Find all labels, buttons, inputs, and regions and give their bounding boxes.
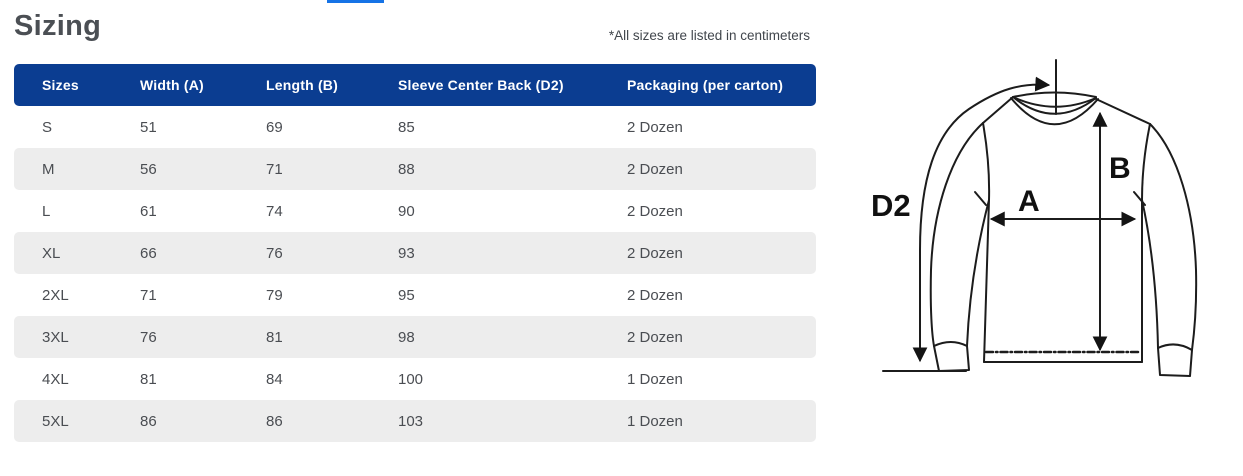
garment-measurement-diagram: D2 A B (871, 59, 1198, 377)
cell-packaging: 2 Dozen (627, 244, 683, 262)
cell-packaging: 2 Dozen (627, 202, 683, 220)
table-row: 2XL 71 79 95 2 Dozen (14, 274, 816, 316)
table-row: L 61 74 90 2 Dozen (14, 190, 816, 232)
d2-measurement-arrow (882, 76, 1051, 372)
shirt-outline (929, 91, 1198, 377)
cell-sleeve: 90 (398, 202, 415, 220)
cell-sleeve: 100 (398, 370, 424, 388)
cell-sleeve: 93 (398, 244, 415, 262)
cell-packaging: 2 Dozen (627, 118, 683, 136)
table-row: 3XL 76 81 98 2 Dozen (14, 316, 816, 358)
column-header-sleeve: Sleeve Center Back (D2) (398, 77, 564, 93)
cell-width: 61 (140, 202, 157, 220)
cell-size: 3XL (42, 328, 69, 346)
a-measurement-arrow (974, 191, 1146, 227)
column-header-length: Length (B) (266, 77, 338, 93)
cell-length: 79 (266, 286, 283, 304)
table-row: M 56 71 88 2 Dozen (14, 148, 816, 190)
cell-length: 86 (266, 412, 283, 430)
cell-length: 76 (266, 244, 283, 262)
cell-length: 69 (266, 118, 283, 136)
table-row: S 51 69 85 2 Dozen (14, 106, 816, 148)
cell-packaging: 2 Dozen (627, 328, 683, 346)
units-note: *All sizes are listed in centimeters (608, 28, 810, 43)
cell-sleeve: 103 (398, 412, 424, 430)
cell-width: 86 (140, 412, 157, 430)
cell-size: S (42, 118, 53, 136)
cell-size: 2XL (42, 286, 69, 304)
cell-width: 71 (140, 286, 157, 304)
cell-size: XL (42, 244, 61, 262)
cell-length: 84 (266, 370, 283, 388)
column-header-width: Width (A) (140, 77, 204, 93)
cell-packaging: 2 Dozen (627, 160, 683, 178)
cell-size: 5XL (42, 412, 69, 430)
cell-width: 51 (140, 118, 157, 136)
table-body: S 51 69 85 2 Dozen M 56 71 88 2 Dozen L … (14, 106, 816, 442)
cell-sleeve: 95 (398, 286, 415, 304)
cell-width: 81 (140, 370, 157, 388)
column-header-sizes: Sizes (42, 77, 79, 93)
cell-width: 56 (140, 160, 157, 178)
cell-width: 66 (140, 244, 157, 262)
table-header-row: Sizes Width (A) Length (B) Sleeve Center… (14, 64, 816, 106)
tab-indicator[interactable] (327, 0, 384, 3)
cell-length: 81 (266, 328, 283, 346)
cell-packaging: 1 Dozen (627, 412, 683, 430)
table-row: 4XL 81 84 100 1 Dozen (14, 358, 816, 400)
cell-size: L (42, 202, 51, 220)
cell-packaging: 2 Dozen (627, 286, 683, 304)
cell-packaging: 1 Dozen (627, 370, 683, 388)
cell-sleeve: 85 (398, 118, 415, 136)
cell-size: 4XL (42, 370, 69, 388)
d2-label: D2 (871, 188, 911, 223)
sizing-table: Sizes Width (A) Length (B) Sleeve Center… (14, 64, 816, 442)
cell-size: M (42, 160, 55, 178)
cell-sleeve: 88 (398, 160, 415, 178)
cell-width: 76 (140, 328, 157, 346)
cell-length: 71 (266, 160, 283, 178)
a-label: A (1018, 185, 1040, 218)
table-row: XL 66 76 93 2 Dozen (14, 232, 816, 274)
column-header-packaging: Packaging (per carton) (627, 77, 784, 93)
table-row: 5XL 86 86 103 1 Dozen (14, 400, 816, 442)
cell-length: 74 (266, 202, 283, 220)
cell-sleeve: 98 (398, 328, 415, 346)
b-label: B (1109, 152, 1131, 185)
page-title: Sizing (14, 10, 102, 42)
